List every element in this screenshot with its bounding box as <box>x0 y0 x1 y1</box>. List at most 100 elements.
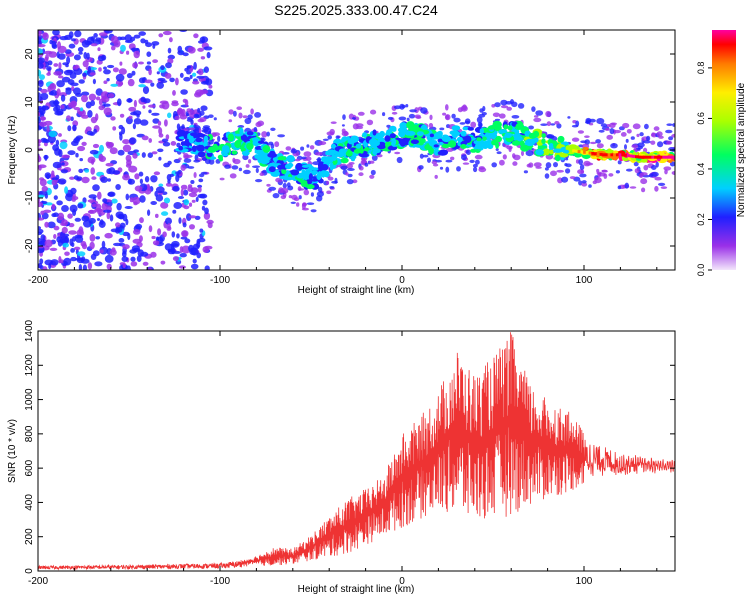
heatmap-noise-cell <box>73 175 79 180</box>
heatmap-noise-cell <box>119 61 123 66</box>
heatmap-noise-cell <box>41 185 48 192</box>
heatmap-halo-cell <box>671 171 675 175</box>
heatmap-ridge-cell <box>416 131 424 137</box>
heatmap-core-cell <box>615 153 619 157</box>
heatmap-noise-cell <box>133 118 142 125</box>
heatmap-halo-cell <box>554 121 560 125</box>
heatmap-halo-cell <box>238 112 243 119</box>
heatmap-ridge-cell <box>287 162 294 168</box>
heatmap-halo-cell <box>663 166 672 171</box>
heatmap-halo-cell <box>533 115 539 118</box>
heatmap-halo-cell <box>651 165 657 170</box>
heatmap-noise-cell <box>52 144 59 152</box>
heatmap-halo-cell <box>237 125 245 128</box>
heatmap-noise-cell <box>70 116 74 122</box>
heatmap-halo-cell <box>396 156 403 164</box>
heatmap-ridge-cell <box>389 133 396 139</box>
heatmap-noise-cell <box>77 203 84 209</box>
heatmap-halo-cell <box>268 186 277 191</box>
heatmap-ridge-cell <box>498 129 508 135</box>
heatmap-core-cell <box>640 155 644 159</box>
heatmap-halo-cell <box>657 141 664 148</box>
heatmap-halo-cell <box>584 135 590 138</box>
heatmap-noise-cell <box>71 38 76 42</box>
heatmap-noise-cell <box>150 201 157 205</box>
heatmap-halo-cell <box>594 177 602 184</box>
heatmap-noise-cell <box>107 192 115 197</box>
heatmap-noise-cell <box>126 98 133 103</box>
heatmap-noise-cell <box>77 251 86 257</box>
heatmap-noise-cell <box>121 126 126 135</box>
heatmap-ridge-cell <box>613 150 618 154</box>
heatmap-ridge-cell <box>437 150 448 156</box>
heatmap-ridge-cell <box>198 145 205 152</box>
heatmap-halo-cell <box>355 123 364 128</box>
heatmap-halo-cell <box>275 177 283 183</box>
heatmap-noise-cell <box>188 202 193 207</box>
heatmap-ridge-cell <box>183 132 188 140</box>
heatmap-halo-cell <box>406 117 410 122</box>
heatmap-halo-cell <box>348 162 355 165</box>
heatmap-noise-cell <box>69 176 75 180</box>
heatmap-noise-cell <box>179 253 187 258</box>
heatmap-noise-cell <box>56 236 63 243</box>
heatmap-halo-cell <box>310 192 314 197</box>
heatmap-halo-cell <box>478 166 485 170</box>
heatmap-noise-cell <box>175 77 179 86</box>
heatmap-ridge-cell <box>538 145 548 149</box>
heatmap-noise-cell <box>199 228 204 233</box>
heatmap-core-cell <box>596 152 600 156</box>
heatmap-noise-cell <box>195 196 199 202</box>
heatmap-noise-cell <box>98 98 103 106</box>
heatmap-noise-cell <box>134 173 140 180</box>
heatmap-noise-cell <box>172 256 180 262</box>
heatmap-ridge-cell <box>368 138 378 146</box>
heatmap-noise-cell <box>182 222 187 228</box>
heatmap-noise-cell <box>196 241 201 248</box>
heatmap-noise-cell <box>70 82 79 87</box>
heatmap-noise-cell <box>151 112 160 116</box>
heatmap-noise-cell <box>130 256 136 262</box>
heatmap-halo-cell <box>550 123 556 126</box>
heatmap-halo-cell <box>556 169 564 173</box>
heatmap-noise-cell <box>46 66 52 71</box>
heatmap-halo-cell <box>533 117 542 123</box>
heatmap-halo-cell <box>370 169 376 176</box>
heatmap-noise-cell <box>138 84 146 88</box>
heatmap-noise-cell <box>104 30 113 34</box>
heatmap-ridge-cell <box>299 180 308 184</box>
heatmap-halo-cell <box>305 156 312 162</box>
heatmap-noise-cell <box>56 200 63 206</box>
heatmap-ridge-cell <box>406 121 415 130</box>
heatmap-core-cell <box>637 155 641 159</box>
heatmap-noise-cell <box>181 245 191 254</box>
heatmap-noise-cell <box>101 240 106 249</box>
heatmap-halo-cell <box>382 112 386 117</box>
heatmap-noise-cell <box>134 185 143 192</box>
heatmap-noise-cell <box>133 201 138 206</box>
heatmap-ridge-cell <box>456 136 463 143</box>
heatmap-noise-cell <box>70 256 77 262</box>
heatmap-halo-cell <box>533 162 542 168</box>
heatmap-noise-cell <box>141 135 149 141</box>
heatmap-ridge-cell <box>418 140 424 146</box>
heatmap-core-cell <box>654 155 658 159</box>
heatmap-noise-cell <box>171 101 179 107</box>
heatmap-ridge-cell <box>549 149 554 155</box>
heatmap-noise-cell <box>73 87 81 95</box>
heatmap-noise-cell <box>60 104 65 110</box>
heatmap-noise-cell <box>81 91 90 96</box>
heatmap-halo-cell <box>280 195 286 200</box>
heatmap-halo-cell <box>445 114 450 120</box>
heatmap-halo-cell <box>386 124 391 128</box>
heatmap-noise-cell <box>144 176 150 183</box>
heatmap-noise-cell <box>162 141 171 147</box>
heatmap-noise-cell <box>179 114 188 120</box>
heatmap-halo-cell <box>422 154 429 158</box>
heatmap-ridge-cell <box>362 132 368 138</box>
heatmap-halo-cell <box>598 129 605 133</box>
heatmap-halo-cell <box>357 111 365 116</box>
heatmap-noise-cell <box>153 171 161 176</box>
heatmap-noise-cell <box>190 263 199 270</box>
heatmap-halo-cell <box>636 133 640 138</box>
